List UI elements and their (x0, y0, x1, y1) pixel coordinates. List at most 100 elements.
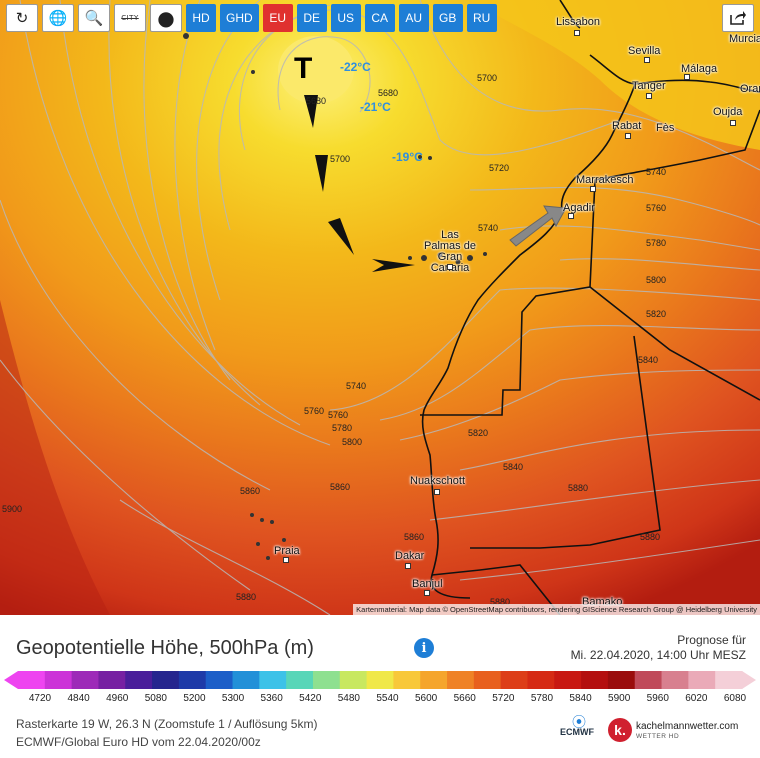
contour-label: 5860 (330, 482, 351, 492)
color-scale-swatch (205, 671, 234, 689)
contour-label: 5880 (236, 592, 257, 602)
city-toggle-button[interactable]: CITY (114, 4, 146, 32)
city-marker (646, 93, 652, 99)
city-marker (574, 30, 580, 36)
region-button-ru[interactable]: RU (466, 4, 497, 32)
color-scale-tick-label: 6080 (723, 693, 747, 704)
color-scale-swatch (98, 671, 126, 689)
city-label: Nuakschott (410, 475, 466, 487)
contour-label: 5680 (306, 96, 327, 106)
city-marker (625, 133, 631, 139)
color-scale-swatch (44, 671, 73, 689)
city-label: Rabat (612, 120, 642, 132)
city-marker (730, 120, 736, 126)
brand-name[interactable]: kachelmannwetter.com (636, 721, 739, 732)
weather-map[interactable]: T -22°C -21°C -19°C 5680 5680 5700 5720 … (0, 0, 760, 615)
contour-label: 5820 (646, 309, 667, 319)
contour-label: 5680 (378, 88, 399, 98)
color-scale-max-arrow (742, 671, 756, 689)
balloon-button[interactable]: ● (150, 4, 182, 32)
region-button-us[interactable]: US (330, 4, 361, 32)
region-button-de[interactable]: DE (296, 4, 327, 32)
contour-label: 5880 (490, 597, 511, 607)
color-scale-swatch (661, 671, 689, 689)
region-button-gb[interactable]: GB (432, 4, 463, 32)
contour-label: 5740 (478, 223, 499, 233)
color-scale-swatch (312, 671, 341, 689)
map-title: Geopotentielle Höhe, 500hPa (m) (16, 637, 314, 659)
zoom-icon: 🔍 (84, 9, 104, 27)
city-label: Agadir (563, 202, 595, 214)
region-button-au[interactable]: AU (398, 4, 429, 32)
color-scale-swatch (634, 671, 663, 689)
color-scale-swatch (420, 671, 448, 689)
brand-subtitle: WETTER HD (636, 733, 680, 740)
contour-label: 5720 (489, 163, 510, 173)
low-pressure-marker: T (294, 52, 313, 85)
color-scale-swatch (232, 671, 260, 689)
color-scale-tick-label: 5780 (530, 693, 554, 704)
forecast-label: Prognose für (677, 633, 746, 647)
color-scale-swatch (581, 671, 609, 689)
kachelmann-logo-icon: k. (608, 718, 632, 742)
color-scale-swatch (500, 671, 528, 689)
contour-label: 5740 (646, 167, 667, 177)
color-scale-swatch (259, 671, 287, 689)
contour-label: 5700 (330, 154, 351, 164)
city-marker (684, 74, 690, 80)
color-scale-tick-label: 5200 (183, 693, 206, 704)
city-label: Tanger (632, 80, 666, 92)
city-marker (434, 489, 440, 495)
model-info: ECMWF/Global Euro HD vom 22.04.2020/00z (16, 735, 261, 749)
city-marker (424, 590, 430, 596)
region-button-hd[interactable]: HD (186, 4, 216, 32)
color-scale-tick-label: 5600 (414, 693, 438, 704)
refresh-button[interactable]: ↻ (6, 4, 38, 32)
color-scale-tick-label: 5080 (144, 693, 167, 704)
city-label: Marrakesch (576, 174, 634, 186)
raster-info: Rasterkarte 19 W, 26.3 N (Zoomstufe 1 / … (16, 717, 318, 731)
globe-button[interactable]: 🌐 (42, 4, 74, 32)
city-label: Murcia (729, 33, 760, 45)
color-scale-tick-label: 4720 (28, 693, 52, 704)
color-scale-tick-label: 4840 (67, 693, 90, 704)
color-scale-swatch (554, 671, 582, 689)
contour-label: 5840 (638, 355, 659, 365)
share-icon (730, 11, 746, 25)
color-scale-swatch (715, 671, 743, 689)
contour-label: 5820 (468, 428, 489, 438)
ecmwf-logo-icon: ⦿ (572, 715, 586, 731)
temperature-label: -19°C (392, 150, 423, 164)
contour-label: 5800 (342, 437, 363, 447)
contour-label: 5780 (332, 423, 353, 433)
legend-panel: Geopotentielle Höhe, 500hPa (m) i Progno… (0, 615, 760, 758)
city-label: Oran (740, 83, 760, 95)
region-button-eu[interactable]: EU (262, 4, 293, 32)
color-scale-ticks: 4720 4840 4960 5080 5200 5300 5360 5420 5480 5540… (0, 693, 760, 707)
city-label: Fès (656, 122, 675, 134)
region-button-ghd[interactable]: GHD (220, 4, 259, 32)
city-label: Dakar (395, 550, 425, 562)
city-label: Banjul (412, 578, 443, 590)
color-scale-tick-label: 5960 (646, 693, 669, 704)
color-scale-min-arrow (4, 671, 18, 689)
color-scale-tick-label: 5420 (299, 693, 322, 704)
color-scale-tick-label: 5660 (453, 693, 476, 704)
map-attribution: Kartenmaterial: Map data © OpenStreetMap… (353, 604, 760, 615)
region-button-ca[interactable]: CA (364, 4, 395, 32)
share-button[interactable] (722, 4, 754, 32)
color-scale-swatch (688, 671, 716, 689)
contour-label: 5800 (646, 275, 667, 285)
city-label: Oujda (713, 106, 743, 118)
color-scale-swatch (607, 671, 636, 689)
info-icon[interactable]: i (414, 638, 434, 658)
contour-label: 5700 (477, 73, 498, 83)
temperature-label: -21°C (360, 100, 391, 114)
contour-label: 5860 (404, 532, 425, 542)
color-scale-tick-label: 4960 (106, 693, 129, 704)
color-scale-swatch (71, 671, 99, 689)
zoom-button[interactable]: 🔍 (78, 4, 110, 32)
contour-label: 5740 (346, 381, 367, 391)
map-toolbar: ↻ 🌐 🔍 CITY ● HD GHD EU DE US CA AU GB RU (6, 4, 497, 32)
